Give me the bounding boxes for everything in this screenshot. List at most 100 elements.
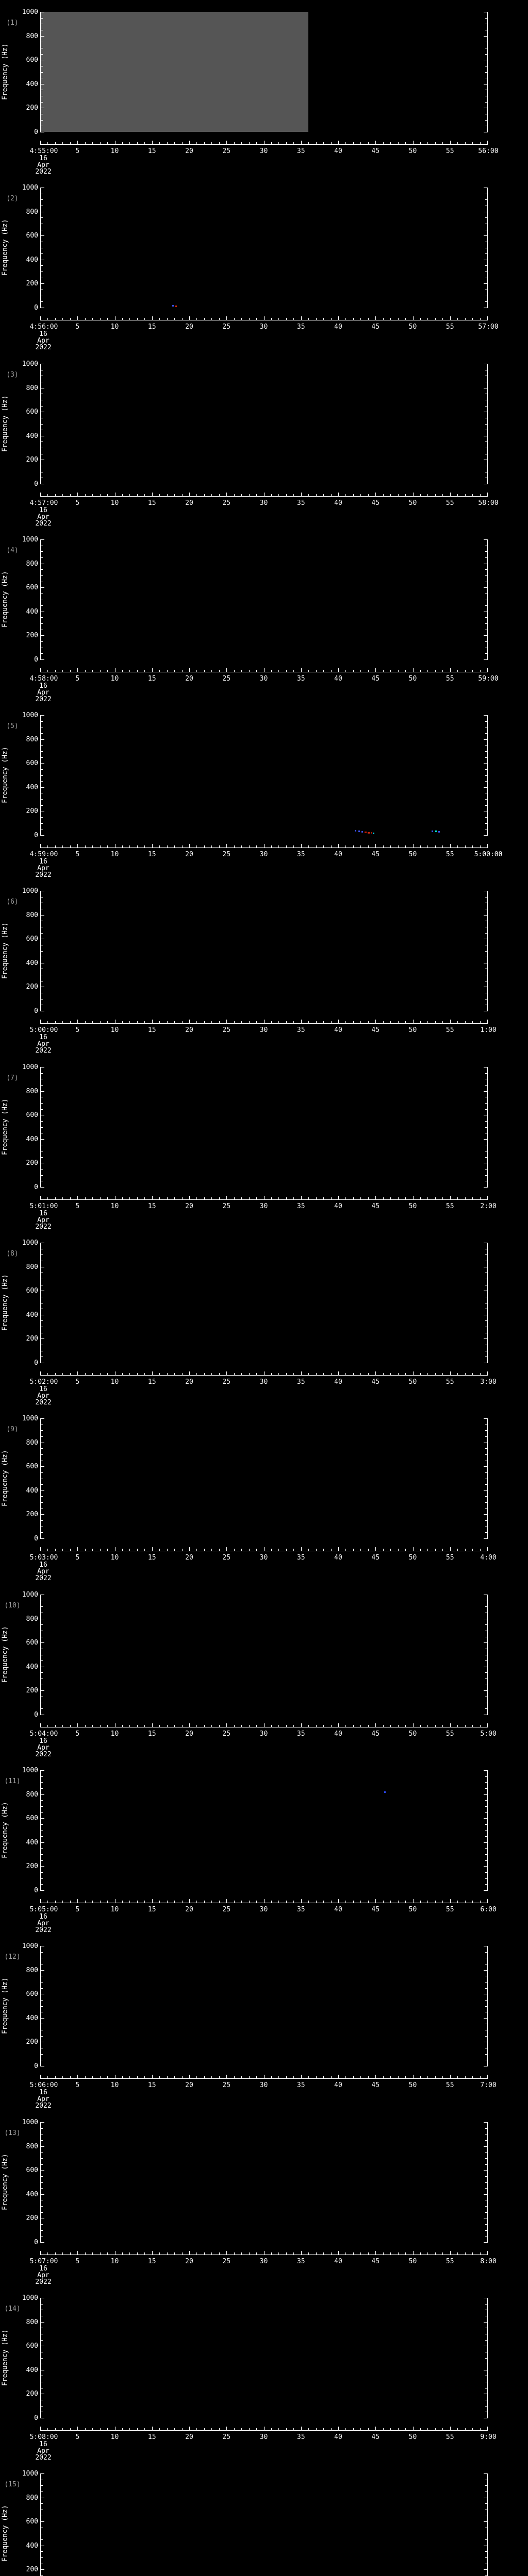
- y-tick-label: 200: [26, 104, 38, 112]
- x-tick-label: 10: [110, 2258, 119, 2265]
- x-minor-tick: [211, 1549, 212, 1551]
- y-axis-right-spine: [487, 1595, 488, 1715]
- x-minor-tick: [390, 2252, 391, 2255]
- x-minor-tick: [427, 1373, 428, 1375]
- y-major-tick-right: [484, 1466, 487, 1467]
- x-minor-tick: [435, 845, 436, 848]
- x-minor-tick: [55, 845, 56, 848]
- x-minor-tick: [383, 318, 384, 320]
- x-minor-tick: [308, 845, 309, 848]
- x-minor-tick: [465, 845, 466, 848]
- x-tick-label: 50: [408, 2258, 417, 2265]
- y-tick-label: 0: [34, 2239, 38, 2246]
- x-minor-tick: [308, 670, 309, 672]
- x-minor-tick: [249, 1197, 250, 1199]
- y-minor-tick-right: [485, 1806, 487, 1807]
- x-major-tick: [77, 1196, 78, 1199]
- x-major-tick: [301, 1547, 302, 1551]
- time-axis-line: [40, 1375, 488, 1376]
- x-minor-tick: [144, 1725, 145, 1727]
- x-minor-tick: [70, 2252, 71, 2255]
- x-major-tick: [412, 1020, 414, 1023]
- x-tick-label: 5: [75, 2081, 80, 2089]
- x-minor-tick: [182, 1901, 183, 1903]
- y-tick-label: 600: [26, 935, 38, 943]
- time-axis-line: [40, 144, 488, 145]
- x-minor-tick: [100, 2076, 101, 2078]
- y-minor-tick-right: [485, 1127, 487, 1128]
- y-major-tick-left: [41, 659, 44, 660]
- x-tick-label: 25: [222, 323, 231, 331]
- x-minor-tick: [219, 1901, 220, 1903]
- spectrogram-panel: (8) Frequency (Hz) 1000 800 600 400 200 0 5 10…: [0, 1231, 528, 1407]
- x-tick-label: 5: [75, 147, 80, 155]
- x-minor-tick: [308, 494, 309, 496]
- y-minor-tick-right: [485, 301, 487, 302]
- x-minor-tick: [234, 2252, 235, 2255]
- x-major-tick: [412, 1196, 414, 1199]
- x-major-tick: [263, 141, 265, 144]
- y-major-tick-right: [484, 2122, 487, 2123]
- y-minor-tick-left: [41, 2206, 43, 2207]
- x-minor-tick: [368, 1373, 369, 1375]
- x-minor-tick: [204, 2252, 205, 2255]
- x-tick-label: 15: [147, 1906, 156, 1913]
- data-point: [175, 306, 177, 308]
- x-minor-tick: [331, 1901, 332, 1903]
- date-year: 2022: [35, 2278, 52, 2286]
- x-minor-tick: [480, 1549, 481, 1551]
- y-tick-label: 400: [26, 783, 38, 791]
- y-major-tick-left: [41, 1770, 44, 1771]
- x-minor-tick: [360, 1197, 361, 1199]
- x-major-tick: [375, 1899, 376, 1903]
- x-tick-label: 15: [147, 499, 156, 507]
- x-minor-tick: [70, 494, 71, 496]
- x-minor-tick: [129, 1549, 130, 1551]
- x-minor-tick: [331, 1021, 332, 1023]
- x-minor-tick: [271, 1725, 272, 1727]
- x-minor-tick: [100, 1549, 101, 1551]
- y-minor-tick-left: [41, 1860, 43, 1861]
- y-minor-tick-right: [485, 823, 487, 824]
- x-minor-tick: [457, 494, 458, 496]
- y-major-tick-right: [484, 2321, 487, 2323]
- y-major-tick-right: [484, 1538, 487, 1539]
- x-minor-tick: [360, 2252, 361, 2255]
- x-minor-tick: [249, 142, 250, 144]
- x-minor-tick: [204, 2428, 205, 2430]
- x-tick-label: 20: [185, 147, 193, 155]
- date-year: 2022: [35, 871, 52, 879]
- y-tick-label: 200: [26, 1687, 38, 1695]
- x-major-tick: [40, 2075, 41, 2078]
- x-minor-tick: [55, 1021, 56, 1023]
- y-major-tick-left: [41, 1970, 44, 1971]
- y-major-tick-right: [484, 1770, 487, 1771]
- x-minor-tick: [92, 142, 93, 144]
- y-tick-label: 0: [34, 1007, 38, 1015]
- y-minor-tick-left: [41, 1430, 43, 1431]
- x-minor-tick: [211, 494, 212, 496]
- x-major-tick: [263, 2251, 265, 2255]
- y-tick-label: 400: [26, 2014, 38, 2022]
- x-minor-tick: [92, 1197, 93, 1199]
- x-minor-tick: [293, 670, 294, 672]
- x-major-tick: [152, 1723, 153, 1727]
- y-tick-label: 200: [26, 1159, 38, 1167]
- date-year: 2022: [35, 1047, 52, 1055]
- x-tick-label: 45: [371, 1378, 380, 1386]
- x-minor-tick: [70, 670, 71, 672]
- x-minor-tick: [316, 318, 317, 320]
- y-minor-tick-right: [485, 2176, 487, 2177]
- x-minor-tick: [442, 1901, 443, 1903]
- x-minor-tick: [256, 494, 257, 496]
- x-tick-label: 30: [259, 2081, 268, 2089]
- x-minor-tick: [167, 142, 168, 144]
- x-end-time-label: 57:00: [478, 323, 499, 331]
- x-tick-label: 40: [334, 2258, 342, 2265]
- x-minor-tick: [360, 494, 361, 496]
- x-minor-tick: [398, 670, 399, 672]
- x-minor-tick: [256, 2076, 257, 2078]
- x-minor-tick: [472, 2252, 473, 2255]
- x-minor-tick: [427, 1901, 428, 1903]
